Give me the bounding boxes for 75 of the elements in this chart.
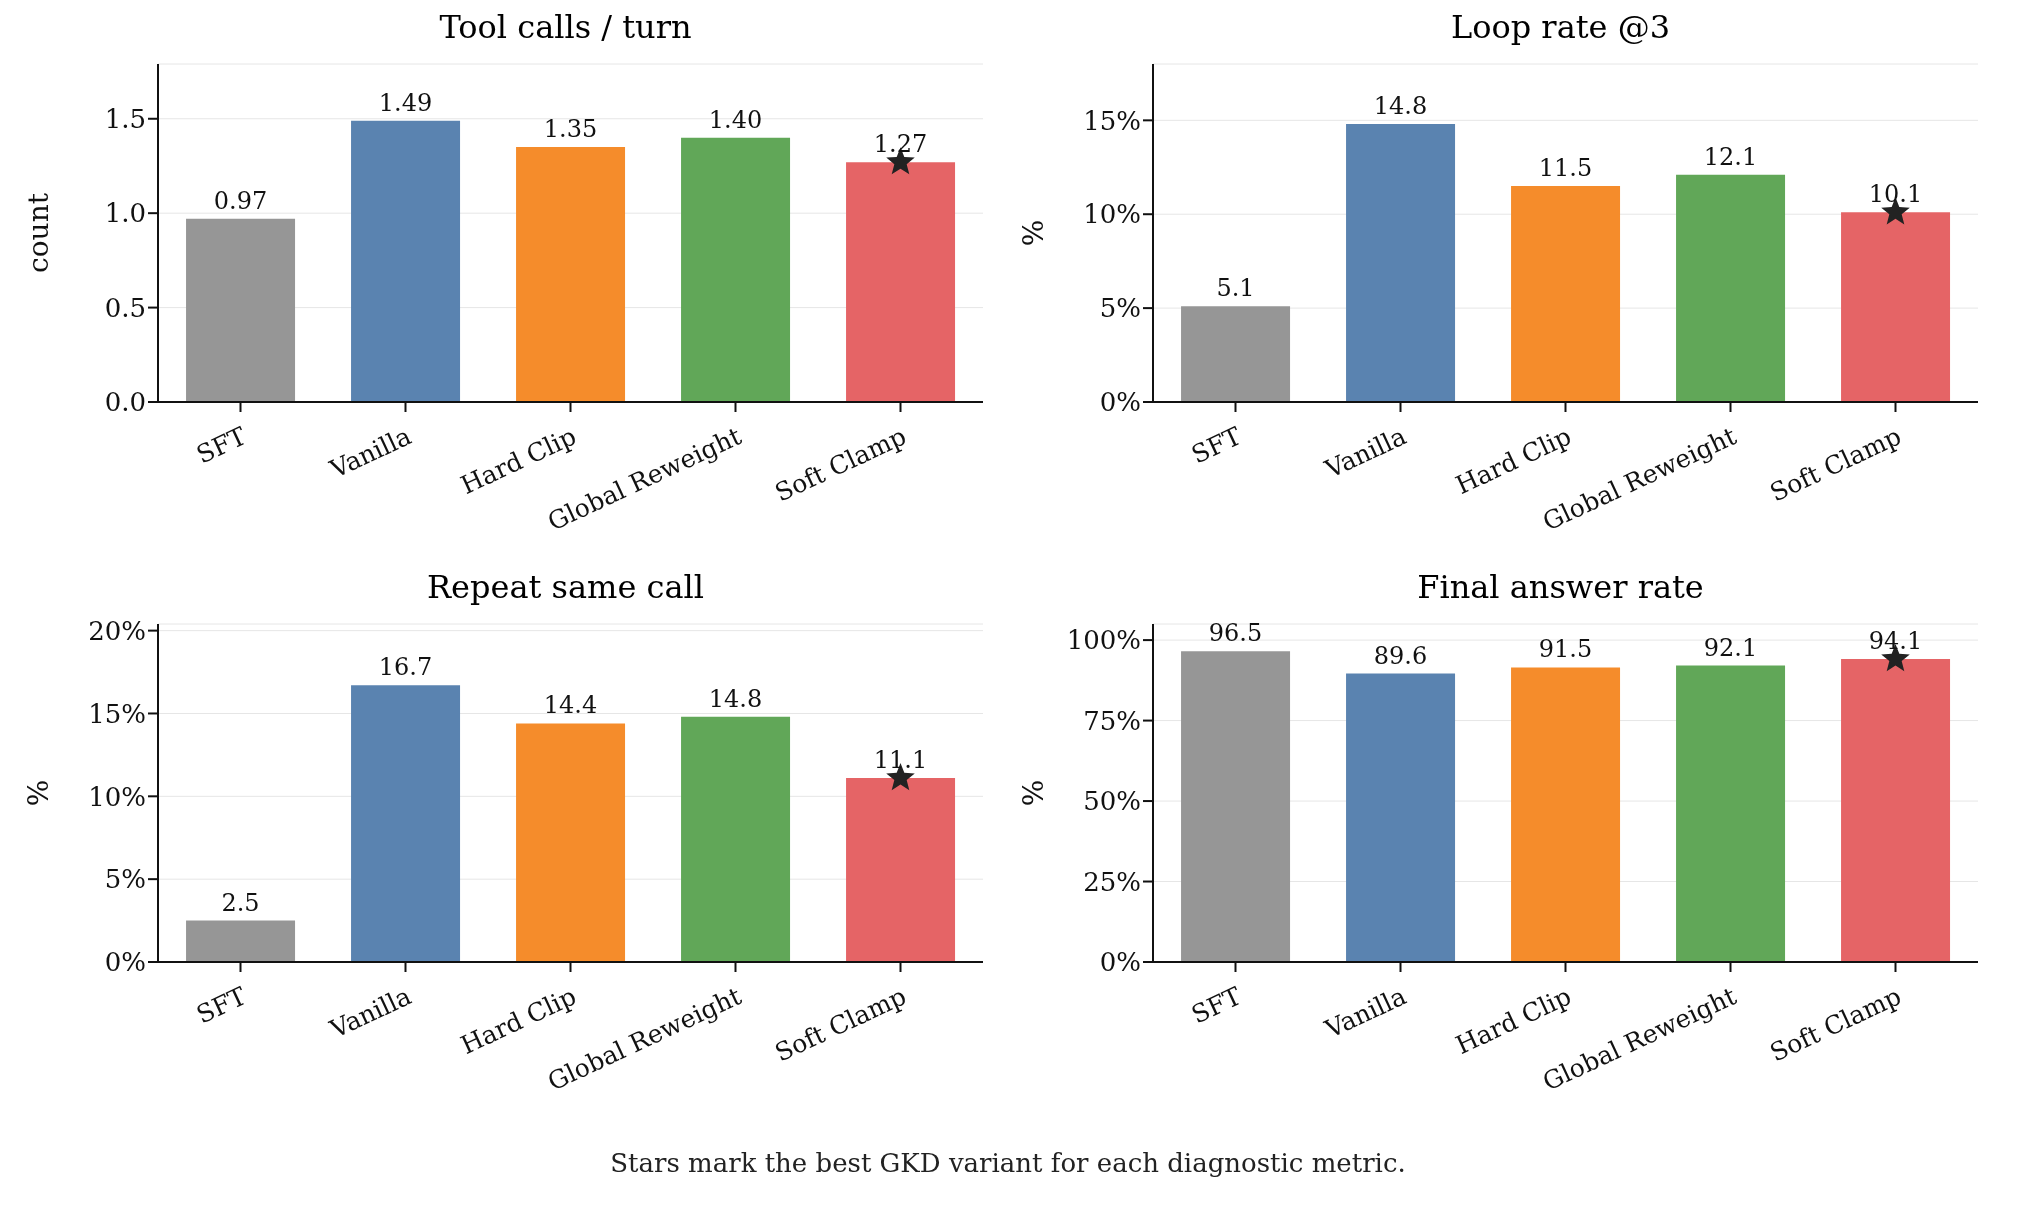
y-tick-label: 15% (1083, 105, 1141, 136)
x-tick-label: Soft Clamp (1765, 421, 1906, 508)
y-tick-label: 25% (1083, 866, 1141, 897)
y-tick-label: 0% (1099, 947, 1141, 978)
bar (681, 137, 791, 402)
bar (516, 147, 626, 402)
bar (1511, 186, 1621, 402)
data-label: 0.97 (213, 186, 268, 215)
y-tick-label: 20% (88, 615, 146, 646)
data-label: 5.1 (1216, 274, 1255, 303)
y-axis-title: % (1016, 219, 1050, 247)
data-label: 1.35 (543, 115, 598, 144)
y-tick-label: 15% (88, 698, 146, 729)
y-tick-label: 1.0 (104, 198, 146, 229)
y-tick-label: 50% (1083, 786, 1141, 817)
y-tick-label: 1.5 (104, 103, 146, 134)
chart-title: Tool calls / turn (438, 8, 693, 48)
data-label: 16.7 (378, 653, 433, 682)
bar (846, 162, 956, 402)
y-tick-label: 75% (1083, 705, 1141, 736)
bar (1511, 667, 1621, 962)
data-label: 1.40 (708, 105, 763, 134)
y-tick-label: 0% (1099, 387, 1141, 418)
data-label: 14.8 (708, 684, 763, 713)
x-tick-label: Soft Clamp (1765, 981, 1906, 1068)
y-tick-label: 5% (104, 864, 146, 895)
x-tick-label: SFT (192, 421, 251, 470)
data-label: 12.1 (1703, 142, 1758, 171)
y-tick-label: 10% (1083, 199, 1141, 230)
data-label: 14.8 (1373, 92, 1428, 121)
bar (1346, 673, 1456, 962)
y-tick-label: 5% (1099, 293, 1141, 324)
bar (186, 218, 296, 402)
data-label: 11.1 (873, 746, 928, 775)
text: Stars mark the best GKD variant for each diagnostic metric. (609, 1148, 1407, 1178)
y-axis-title: count (21, 192, 55, 273)
data-label: 1.27 (873, 130, 928, 159)
data-label: 11.5 (1538, 154, 1593, 183)
data-label: 89.6 (1373, 641, 1428, 670)
y-tick-label: 10% (88, 781, 146, 812)
bar (1346, 124, 1456, 402)
bar (1841, 659, 1951, 962)
bar (1181, 306, 1291, 402)
data-label: 92.1 (1703, 633, 1758, 662)
chart-title: Repeat same call (426, 568, 705, 608)
data-label: 96.5 (1208, 619, 1263, 648)
bar (186, 920, 296, 962)
y-tick-label: 100% (1066, 625, 1141, 656)
bar (1676, 665, 1786, 962)
x-tick-label: Soft Clamp (770, 421, 911, 508)
data-label: 91.5 (1538, 635, 1593, 664)
y-axis-title: % (1016, 779, 1050, 807)
data-label: 1.49 (378, 88, 433, 117)
bar (1181, 651, 1291, 962)
x-tick-label: SFT (1187, 981, 1246, 1030)
data-label: 2.5 (221, 888, 260, 917)
chart-title: Loop rate @3 (1449, 8, 1672, 48)
bar (351, 685, 461, 962)
bar (1676, 174, 1786, 402)
bar (516, 723, 626, 962)
bar (846, 778, 956, 962)
x-tick-label: SFT (192, 981, 251, 1030)
y-tick-label: 0.5 (104, 292, 146, 323)
data-label: 94.1 (1868, 627, 1923, 656)
data-label: 14.4 (543, 691, 598, 720)
x-tick-label: Soft Clamp (770, 981, 911, 1068)
y-axis-title: % (21, 779, 55, 807)
bar (1841, 212, 1951, 402)
bar (351, 120, 461, 402)
y-tick-label: 0% (104, 947, 146, 978)
x-tick-label: SFT (1187, 421, 1246, 470)
y-tick-label: 0.0 (104, 387, 146, 418)
bar (681, 716, 791, 962)
chart-title: Final answer rate (1416, 568, 1705, 608)
data-label: 10.1 (1868, 180, 1923, 209)
